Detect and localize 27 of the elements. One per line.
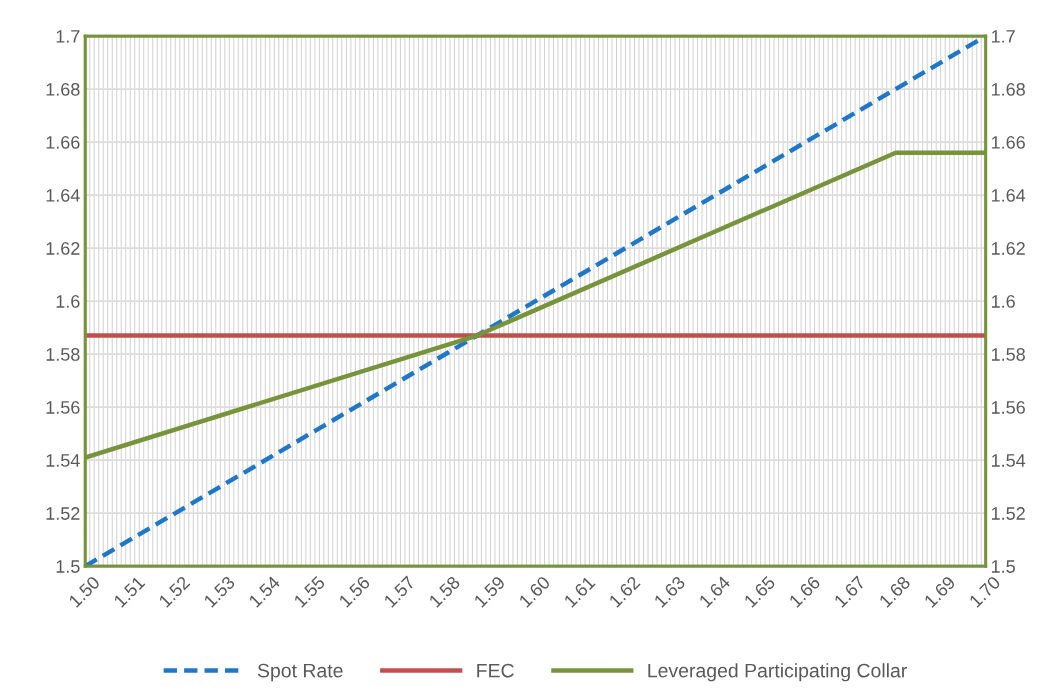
- y-tick-label: 1.66: [46, 136, 80, 149]
- y-tick-label: 1.7: [56, 30, 80, 43]
- y-tick-label: 1.54: [46, 454, 80, 467]
- y2-tick-label: 1.6: [991, 295, 1015, 308]
- y-tick-label: 1.56: [46, 401, 80, 414]
- legend-label: Spot Rate: [257, 663, 343, 682]
- y-tick-label: 1.6: [56, 295, 80, 308]
- y-tick-label: 1.52: [46, 507, 80, 520]
- legend-label: FEC: [477, 663, 514, 678]
- y2-tick-label: 1.64: [991, 189, 1026, 202]
- y2-tick-label: 1.5: [991, 560, 1015, 573]
- y2-tick-label: 1.68: [991, 82, 1025, 96]
- y2-tick-label: 1.56: [991, 401, 1025, 414]
- x-tick-label: 1.61: [563, 575, 596, 608]
- y2-tick-label: 1.58: [991, 348, 1025, 361]
- y-tick-label: 1.5: [56, 560, 80, 573]
- x-tick-label: 1.51: [113, 575, 146, 608]
- y-tick-label: 1.68: [46, 82, 80, 96]
- y-tick-label: 1.58: [46, 348, 80, 361]
- y2-tick-label: 1.54: [991, 454, 1026, 467]
- y2-tick-label: 1.62: [991, 242, 1025, 255]
- legend-label: Leveraged Participating Collar: [648, 663, 907, 682]
- y2-tick-label: 1.52: [991, 507, 1025, 520]
- y2-tick-label: 1.7: [991, 30, 1015, 43]
- y2-tick-label: 1.66: [991, 136, 1025, 149]
- y-tick-label: 1.62: [46, 242, 80, 255]
- y-tick-label: 1.64: [46, 189, 80, 202]
